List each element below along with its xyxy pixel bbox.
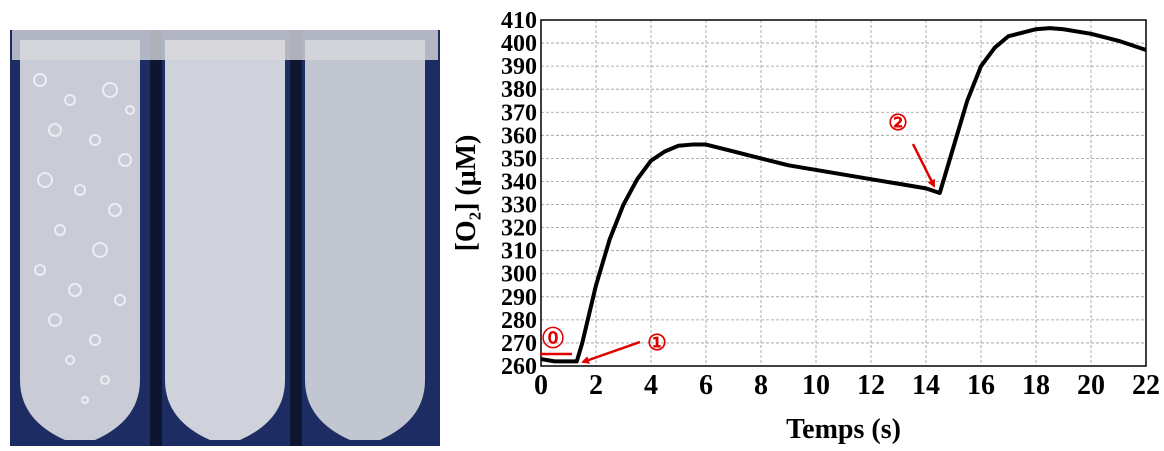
x-tick-label: 18 [1022,370,1050,401]
annotation-arrow [581,340,641,364]
y-tick-label: 270 [501,331,537,357]
y-tick-label: 400 [501,31,537,57]
y-tick-label: 330 [501,193,537,219]
x-tick-label: 10 [802,370,830,401]
y-tick-label: 360 [501,123,537,149]
annotation-arrow [911,143,936,188]
y-tick-label: 350 [501,146,537,172]
x-tick-label: 12 [857,370,885,401]
photo-seam [290,30,302,446]
y-tick-label: 300 [501,262,537,288]
tube [305,40,425,440]
annotation: ① [647,330,667,355]
tube-caps [12,30,438,60]
y-tick-label: 380 [501,77,537,103]
bubbles [33,73,135,404]
x-tick-label: 22 [1132,370,1160,401]
y-axis-label: [O₂] (μM) [451,135,482,252]
annotation: ② [888,110,908,135]
x-tick-label: 0 [534,370,548,401]
data-line [540,26,1147,364]
photo-seam [150,30,162,446]
x-tick-label: 4 [644,370,658,401]
tube [20,40,140,440]
annotation: ⓪ [542,326,564,351]
y-tick-label: 260 [501,354,537,380]
y-tick-label: 390 [501,54,537,80]
x-tick-label: 16 [967,370,995,401]
x-tick-label: 6 [699,370,713,401]
photo [10,30,440,446]
x-axis-label: Temps (s) [786,414,901,445]
y-tick-label: 370 [501,100,537,126]
tube [165,40,285,440]
x-tick-label: 2 [589,370,603,401]
y-tick-label: 280 [501,308,537,334]
plot-frame [540,19,1147,367]
x-tick-label: 14 [912,370,940,401]
y-tick-label: 410 [501,8,537,34]
y-tick-label: 320 [501,216,537,242]
x-tick-label: 8 [754,370,768,401]
y-tick-label: 340 [501,169,537,195]
x-tick-label: 20 [1077,370,1105,401]
y-tick-label: 310 [501,239,537,265]
y-tick-label: 290 [501,285,537,311]
